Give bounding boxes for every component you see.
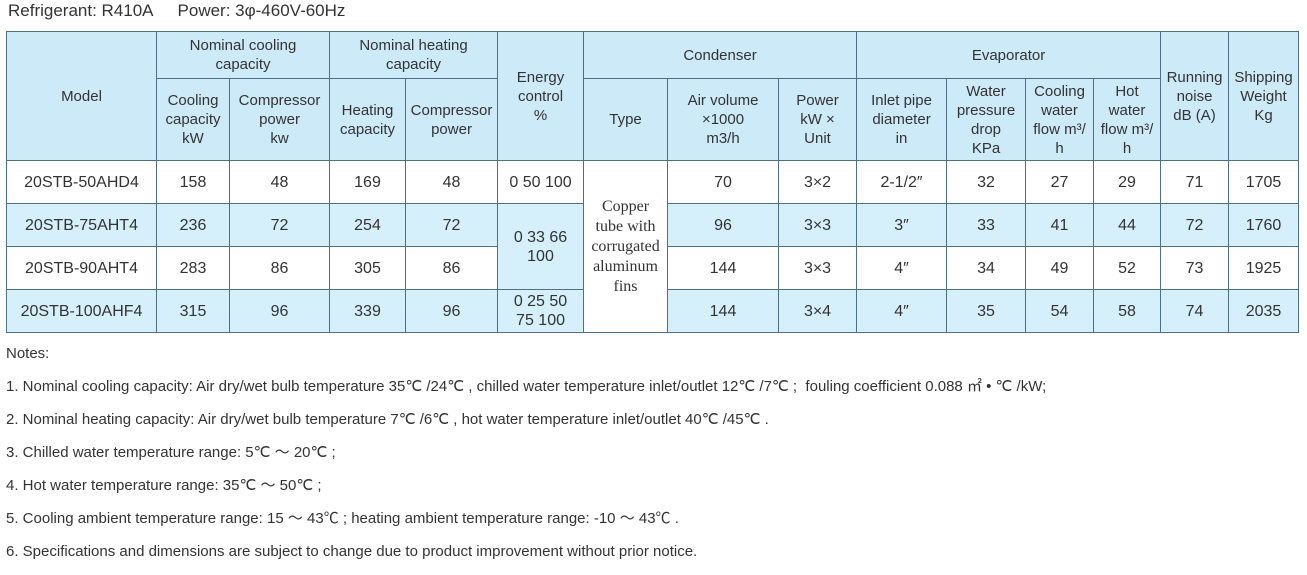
table-cell: 3×3 [778,203,858,247]
header-cell: Compressor power kw [228,78,331,161]
table-cell: 33 [946,203,1027,247]
table-cell: 32 [946,160,1027,204]
table-cell: 96 [667,203,780,247]
note: 1. Nominal cooling capacity: Air dry/wet… [6,378,1047,395]
table-cell: 1705 [1228,160,1300,204]
header-cell: Nominal cooling capacity [155,31,331,79]
header-cell: Power kW × Unit [778,78,858,161]
table-cell: 2035 [1228,289,1300,333]
table-cell: 283 [156,246,230,290]
header-cell: Running noise dB (A) [1160,31,1230,161]
table-cell: 52 [1093,246,1162,290]
table-cell: 49 [1025,246,1095,290]
table-cell: 74 [1160,289,1230,333]
table-cell: 1925 [1228,246,1300,290]
table-cell: 236 [156,203,230,247]
table-cell: Copper tube with corrugated aluminum fin… [583,160,669,333]
table-cell: 20STB-75AHT4 [6,203,157,247]
table-cell: 0 25 50 75 100 [497,289,585,333]
table-cell: 96 [405,289,499,333]
notes-heading: Notes: [6,345,50,362]
table-cell: 0 33 66 100 [497,203,585,290]
table-cell: 315 [156,289,230,333]
table-cell: 41 [1025,203,1095,247]
table-cell: 2-1/2″ [856,160,948,204]
power: Power: 3φ-460V-60Hz [177,1,346,20]
notes: Notes: 1. Nominal cooling capacity: Air d… [6,344,1046,575]
header-cell: Energy control % [497,31,585,161]
table-cell: 70 [667,160,780,204]
table-cell: 71 [1160,160,1230,204]
table-cell: 1760 [1228,203,1300,247]
table-cell: 48 [405,160,499,204]
table-cell: 3″ [856,203,948,247]
table-cell: 27 [1025,160,1095,204]
table-cell: 3×4 [778,289,858,333]
table-cell: 4″ [856,289,948,333]
note: 4. Hot water temperature range: 35℃ ～ 50… [6,477,322,494]
header-cell: Heating capacity [329,78,407,161]
note: 6. Specifications and dimensions are sub… [6,543,698,560]
table-cell: 158 [156,160,230,204]
table-cell: 72 [1160,203,1230,247]
header-cell: Water pressure drop KPa [946,78,1027,161]
table-cell: 86 [228,246,331,290]
table-cell: 3×2 [778,160,858,204]
table-cell: 58 [1093,289,1162,333]
note: 3. Chilled water temperature range: 5℃ ～… [6,444,336,461]
header-cell: Inlet pipe diameter in [856,78,948,161]
table-cell: 305 [329,246,407,290]
table-cell: 29 [1093,160,1162,204]
table-cell: 0 50 100 [497,160,585,204]
table-cell: 144 [667,289,780,333]
header-cell: Air volume ×1000 m3/h [667,78,780,161]
table-cell: 339 [329,289,407,333]
header-cell: Nominal heating capacity [329,31,499,79]
spec-table: Model Nominal cooling capacity Nominal h… [6,31,1300,333]
table-cell: 144 [667,246,780,290]
spec-header: Refrigerant: R410A Power: 3φ-460V-60Hz [8,1,369,21]
table-cell: 4″ [856,246,948,290]
table-cell: 48 [228,160,331,204]
refrigerant: Refrigerant: R410A [8,1,154,20]
table-cell: 86 [405,246,499,290]
header-cell: Evaporator [856,31,1162,79]
table-cell: 96 [228,289,331,333]
table-cell: 254 [329,203,407,247]
table-cell: 54 [1025,289,1095,333]
note: 2. Nominal heating capacity: Air dry/wet… [6,411,769,428]
table-cell: 34 [946,246,1027,290]
note: 5. Cooling ambient temperature range: 15… [6,510,679,527]
table-cell: 73 [1160,246,1230,290]
header-cell: Cooling water flow m³/ h [1025,78,1095,161]
table-cell: 44 [1093,203,1162,247]
header-cell: Condenser [583,31,858,79]
table-cell: 169 [329,160,407,204]
header-cell: Shipping Weight Kg [1228,31,1300,161]
header-cell: Compressor power [405,78,499,161]
table-cell: 35 [946,289,1027,333]
table-cell: 20STB-90AHT4 [6,246,157,290]
table-cell: 3×3 [778,246,858,290]
header-cell: Model [6,31,157,161]
header-cell: Hot water flow m³/ h [1093,78,1162,161]
table-cell: 20STB-100AHF4 [6,289,157,333]
table-cell: 20STB-50AHD4 [6,160,157,204]
header-cell: Type [583,78,669,161]
header-cell: Cooling capacity kW [156,78,230,161]
table-cell: 72 [405,203,499,247]
table-cell: 72 [228,203,331,247]
